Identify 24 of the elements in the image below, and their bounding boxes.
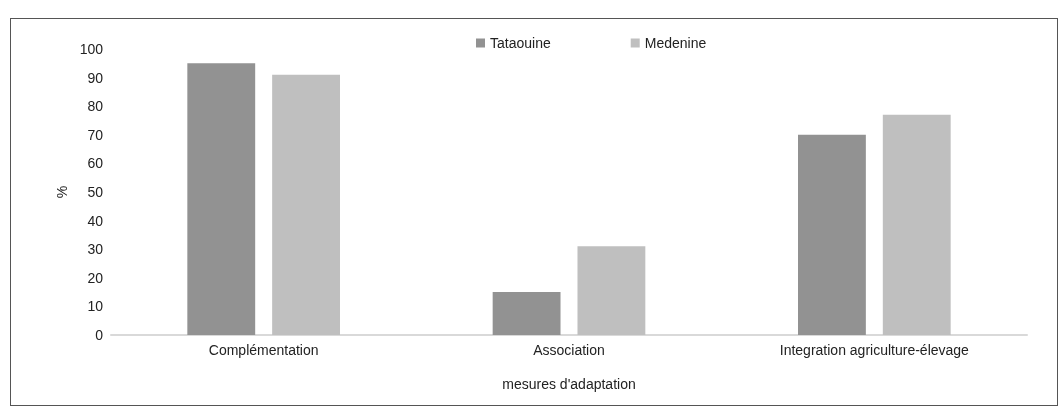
y-axis-title: % [53, 185, 70, 199]
y-tick-label: 40 [87, 212, 104, 229]
bar [882, 114, 951, 335]
y-tick-label: 30 [87, 241, 104, 258]
bar [798, 134, 866, 335]
bar [272, 74, 340, 335]
y-tick-label: 50 [87, 184, 104, 200]
y-tick-label: 0 [95, 327, 104, 343]
bar [187, 63, 256, 335]
x-tick-label: Association [533, 342, 605, 358]
y-tick-label: 60 [87, 155, 104, 172]
x-axis-title: mesures d'adaptation [502, 376, 636, 392]
bar [492, 292, 561, 335]
y-tick-label: 100 [79, 41, 104, 57]
x-tick-label: Complémentation [208, 342, 319, 358]
legend-label: Medenine [644, 35, 707, 51]
y-tick-label: 80 [87, 98, 104, 115]
legend-label: Tataouine [490, 35, 551, 51]
y-tick-label: 70 [87, 126, 104, 143]
y-tick-label: 90 [87, 69, 104, 86]
y-tick-label: 20 [87, 269, 104, 286]
y-tick-label: 10 [87, 298, 104, 315]
bar [577, 246, 646, 335]
x-tick-label: Integration agriculture-élevage [779, 342, 970, 358]
